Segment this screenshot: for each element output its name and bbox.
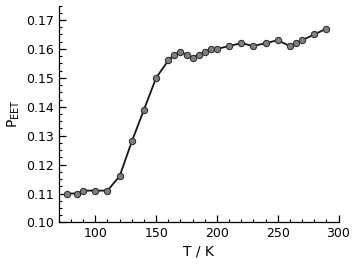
X-axis label: T / K: T / K	[183, 244, 214, 258]
Y-axis label: P$_\mathrm{EET}$: P$_\mathrm{EET}$	[6, 100, 22, 128]
